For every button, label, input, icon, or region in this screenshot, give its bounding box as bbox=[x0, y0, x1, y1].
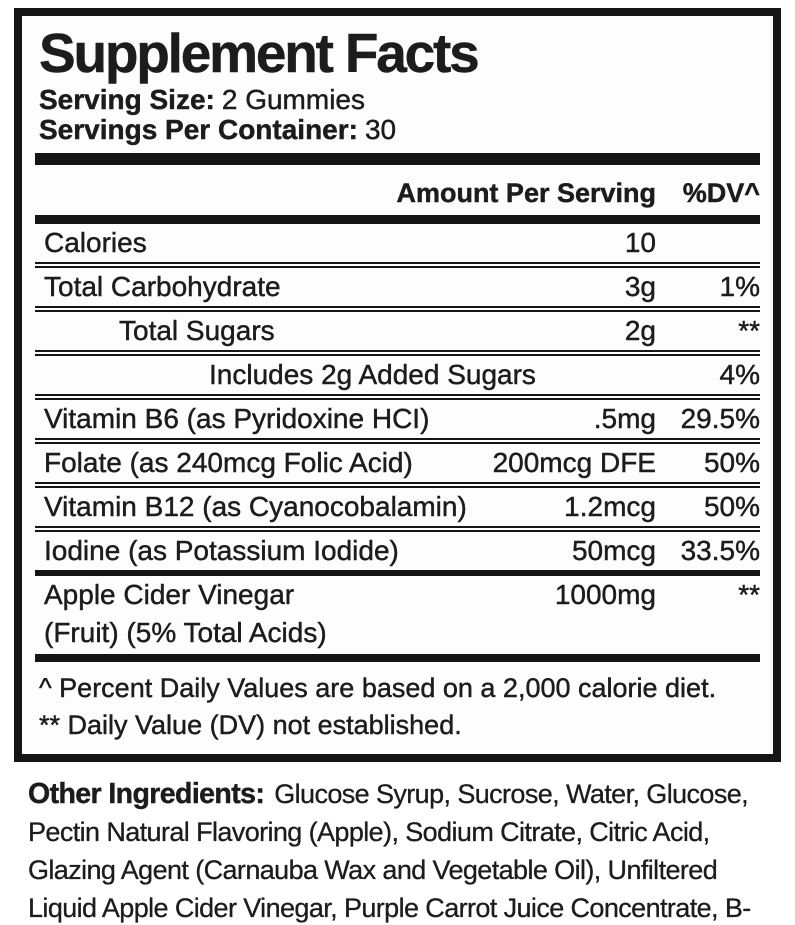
nutrient-name: Total Sugars bbox=[119, 315, 275, 346]
table-row-vitamin-b6: Vitamin B6 (as Pyridoxine HCI) .5mg 29.5… bbox=[35, 400, 760, 438]
row-divider bbox=[35, 438, 760, 444]
nutrient-name-block: Apple Cider Vinegar (Fruit) (5% Total Ac… bbox=[35, 576, 470, 652]
panel-title: Supplement Facts bbox=[39, 22, 480, 84]
nutrient-name: Calories bbox=[44, 227, 147, 258]
nutrient-dv: 50% bbox=[703, 491, 760, 522]
thick-divider-top bbox=[35, 153, 760, 165]
table-row-vitamin-b12: Vitamin B12 (as Cyanocobalamin) 1.2mcg 5… bbox=[35, 488, 760, 526]
row-divider bbox=[35, 482, 760, 488]
nutrient-amount: 1.2mcg bbox=[564, 491, 656, 522]
other-ingredients-paragraph: Other Ingredients: Glucose Syrup, Sucrose… bbox=[0, 775, 795, 925]
footnote-dv-not-established: ** Daily Value (DV) not established. bbox=[39, 710, 462, 740]
nutrient-dv: 50% bbox=[703, 447, 760, 478]
nutrient-name: Folate (as 240mcg Folic Acid) bbox=[44, 447, 413, 478]
nutrient-name: Iodine (as Potassium Iodide) bbox=[44, 535, 399, 566]
row-divider bbox=[35, 262, 760, 268]
nutrient-name-line2: (Fruit) (5% Total Acids) bbox=[44, 617, 327, 648]
table-row-folate: Folate (as 240mcg Folic Acid) 200mcg DFE… bbox=[35, 444, 760, 482]
footnote-percent-dv: ^ Percent Daily Values are based on a 2,… bbox=[39, 673, 717, 703]
nutrient-name-line1: Apple Cider Vinegar bbox=[44, 579, 295, 610]
servings-per-container-line: Servings Per Container: 30 bbox=[35, 114, 760, 145]
other-ingredients-text: Glucose Syrup, Sucrose, Water, Glucose, … bbox=[28, 779, 752, 923]
nutrient-dv: 33.5% bbox=[680, 535, 760, 566]
table-row-added-sugars: Includes 2g Added Sugars 4% bbox=[35, 356, 760, 394]
table-row-apple-cider-vinegar: Apple Cider Vinegar (Fruit) (5% Total Ac… bbox=[35, 576, 760, 654]
nutrient-amount: 1000mg bbox=[554, 579, 657, 610]
nutrient-dv: 29.5% bbox=[680, 403, 760, 434]
nutrient-dv: ** bbox=[738, 315, 760, 346]
table-header-row: Amount Per Serving %DV^ bbox=[35, 165, 760, 215]
row-divider bbox=[35, 394, 760, 400]
table-row-iodine: Iodine (as Potassium Iodide) 50mcg 33.5% bbox=[35, 532, 760, 570]
row-divider bbox=[35, 526, 760, 532]
footnotes-block: ^ Percent Daily Values are based on a 2,… bbox=[35, 662, 760, 754]
nutrient-name: Vitamin B6 (as Pyridoxine HCI) bbox=[44, 403, 430, 434]
supplement-facts-panel: Supplement Facts Serving Size: 2 Gummies … bbox=[14, 8, 781, 762]
nutrient-amount: 200mcg DFE bbox=[492, 447, 656, 478]
thick-divider-header bbox=[35, 215, 760, 224]
percent-dv-header: %DV^ bbox=[682, 178, 760, 208]
table-row-total-sugars: Total Sugars 2g ** bbox=[35, 312, 760, 350]
nutrient-amount: 50mcg bbox=[571, 535, 656, 566]
nutrient-dv: 1% bbox=[719, 271, 760, 302]
thick-divider-blend bbox=[35, 570, 760, 576]
thick-divider-footnotes bbox=[35, 654, 760, 662]
nutrient-amount: .5mg bbox=[593, 403, 657, 434]
nutrient-name: Vitamin B12 (as Cyanocobalamin) bbox=[44, 491, 467, 522]
nutrient-amount: 2g bbox=[624, 315, 657, 346]
nutrient-name: Total Carbohydrate bbox=[44, 271, 281, 302]
other-ingredients-heading: Other Ingredients: bbox=[28, 778, 265, 810]
servings-per-container-value: 30 bbox=[364, 114, 397, 145]
nutrient-dv: 4% bbox=[719, 359, 760, 390]
table-row-total-carbohydrate: Total Carbohydrate 3g 1% bbox=[35, 268, 760, 306]
nutrient-amount: 10 bbox=[624, 227, 657, 258]
serving-size-label: Serving Size: bbox=[39, 84, 215, 115]
serving-size-value: 2 Gummies bbox=[221, 84, 366, 115]
row-divider bbox=[35, 350, 760, 356]
serving-size-line: Serving Size: 2 Gummies bbox=[35, 84, 760, 115]
row-divider bbox=[35, 306, 760, 312]
amount-per-serving-header: Amount Per Serving bbox=[396, 178, 656, 208]
nutrient-amount: 3g bbox=[624, 271, 657, 302]
servings-per-container-label: Servings Per Container: bbox=[39, 114, 358, 145]
nutrient-name: Includes 2g Added Sugars bbox=[209, 359, 536, 390]
nutrient-dv: ** bbox=[738, 579, 760, 610]
table-row-calories: Calories 10 bbox=[35, 224, 760, 262]
